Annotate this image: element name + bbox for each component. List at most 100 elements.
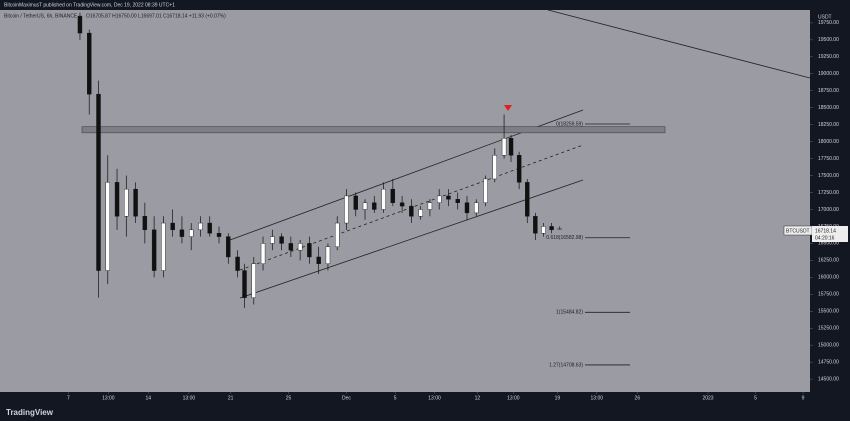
candle-body: [501, 138, 507, 156]
x-tick-label: 5: [754, 395, 757, 401]
x-tick-label: 26: [635, 395, 641, 401]
candle-body: [474, 202, 479, 214]
candle-body: [316, 256, 321, 264]
y-tick-label: 14750.00: [818, 359, 839, 365]
x-tick-label: 14: [146, 395, 152, 401]
y-tick-label: 17750.00: [818, 156, 839, 162]
candle-body: [207, 222, 212, 234]
candle-body: [87, 32, 92, 95]
candle-body: [464, 202, 470, 214]
y-tick-label: 16500.00: [818, 241, 839, 247]
x-tick-label: 25: [286, 395, 292, 401]
candle-body: [77, 15, 83, 34]
x-tick-label: 13:00: [183, 395, 196, 401]
fib-label: 0.618(16582.98): [546, 235, 583, 241]
trend-line: [547, 9, 811, 79]
candle-body: [549, 226, 554, 231]
y-tick-label: 15500.00: [818, 309, 839, 315]
candle-body: [525, 182, 530, 217]
y-tick-label: 17500.00: [818, 173, 839, 179]
candle-body: [226, 236, 231, 258]
x-tick-label: 7: [67, 395, 70, 401]
y-tick-label: 16250.00: [818, 258, 839, 264]
x-tick-label: 2023: [702, 395, 713, 401]
plot-area: [0, 10, 810, 392]
candle-body: [455, 199, 460, 203]
fib-label: 1(15484.82): [556, 310, 583, 316]
x-tick-label: 12: [475, 395, 481, 401]
candle-body: [399, 202, 405, 207]
candle-body: [105, 182, 110, 271]
candle-body: [516, 155, 522, 183]
y-tick-label: 18500.00: [818, 105, 839, 111]
brand-label: TradingView: [6, 408, 54, 417]
y-tick-label: 19750.00: [818, 20, 839, 26]
y-tick-label: 19000.00: [818, 71, 839, 77]
y-tick-label: 15000.00: [818, 343, 839, 349]
y-tick-label: 14500.00: [818, 376, 839, 382]
candle-body: [161, 222, 166, 271]
candle-body: [436, 195, 442, 203]
candle-body: [270, 236, 275, 244]
x-tick-label: Dec: [342, 395, 351, 401]
signal-marker: [504, 105, 512, 111]
y-tick-label: 18000.00: [818, 139, 839, 145]
candle-body: [344, 195, 349, 224]
y-tick-label: 15750.00: [818, 292, 839, 298]
x-tick-label: 21: [228, 395, 234, 401]
symbol-label: BTCUSDT: [786, 228, 810, 234]
y-tick-label: 15250.00: [818, 326, 839, 332]
candle-body: [235, 256, 240, 271]
candle-body: [242, 270, 247, 298]
candle-body: [260, 243, 266, 264]
candle-body: [170, 222, 175, 231]
candle-body: [335, 222, 340, 247]
candle-body: [362, 202, 368, 210]
resistance-zone: [81, 126, 666, 134]
candle-body: [189, 229, 194, 237]
x-tick-label: 9: [802, 395, 805, 401]
y-tick-label: 16000.00: [818, 275, 839, 281]
x-tick-label: 19: [555, 395, 561, 401]
candle-body: [142, 216, 148, 231]
x-tick-label: 13:00: [102, 395, 115, 401]
x-tick-label: 5: [394, 395, 397, 401]
candle-body: [427, 202, 433, 210]
candle-body: [179, 229, 185, 237]
candle-body: [353, 195, 358, 210]
candle-body: [533, 216, 538, 234]
countdown: 04:20:16: [815, 235, 835, 241]
candle-body: [288, 243, 294, 251]
y-tick-label: 17250.00: [818, 190, 839, 196]
y-tick-label: 19250.00: [818, 54, 839, 60]
price-tag: BTCUSDT 16718.14 04:20:16: [783, 225, 848, 242]
candle-body: [557, 228, 562, 230]
fib-label: 1.27(14708.63): [549, 362, 583, 368]
candle-body: [372, 202, 377, 210]
price-label: 16718.14: [815, 228, 836, 234]
candle-body: [390, 188, 396, 203]
candle-body: [124, 188, 129, 217]
candle-body: [133, 188, 138, 217]
candle-body: [297, 243, 303, 251]
x-tick-label: 13:00: [591, 395, 604, 401]
candle-body: [96, 93, 101, 271]
candle-body: [483, 178, 488, 203]
candle-body: [446, 195, 451, 200]
candle-body: [251, 263, 256, 298]
candle-body: [114, 182, 120, 217]
y-tick-label: 17000.00: [818, 207, 839, 213]
ohlc-line: O16705.87 H16750.00 L16697.01 C16718.14 …: [86, 13, 226, 19]
candle-body: [381, 188, 386, 210]
brand: TradingView: [6, 408, 54, 417]
y-tick-label: 19500.00: [818, 37, 839, 43]
candle-body: [307, 243, 312, 258]
candle-body: [151, 229, 157, 271]
y-tick-label: 18750.00: [818, 88, 839, 94]
candle-body: [198, 222, 203, 231]
publisher-line: BitcoinMaximusT published on TradingView…: [4, 2, 175, 8]
symbol-title: Bitcoin / TetherUS, 6h, BINANCE: [4, 13, 78, 19]
candle-body: [541, 226, 546, 234]
